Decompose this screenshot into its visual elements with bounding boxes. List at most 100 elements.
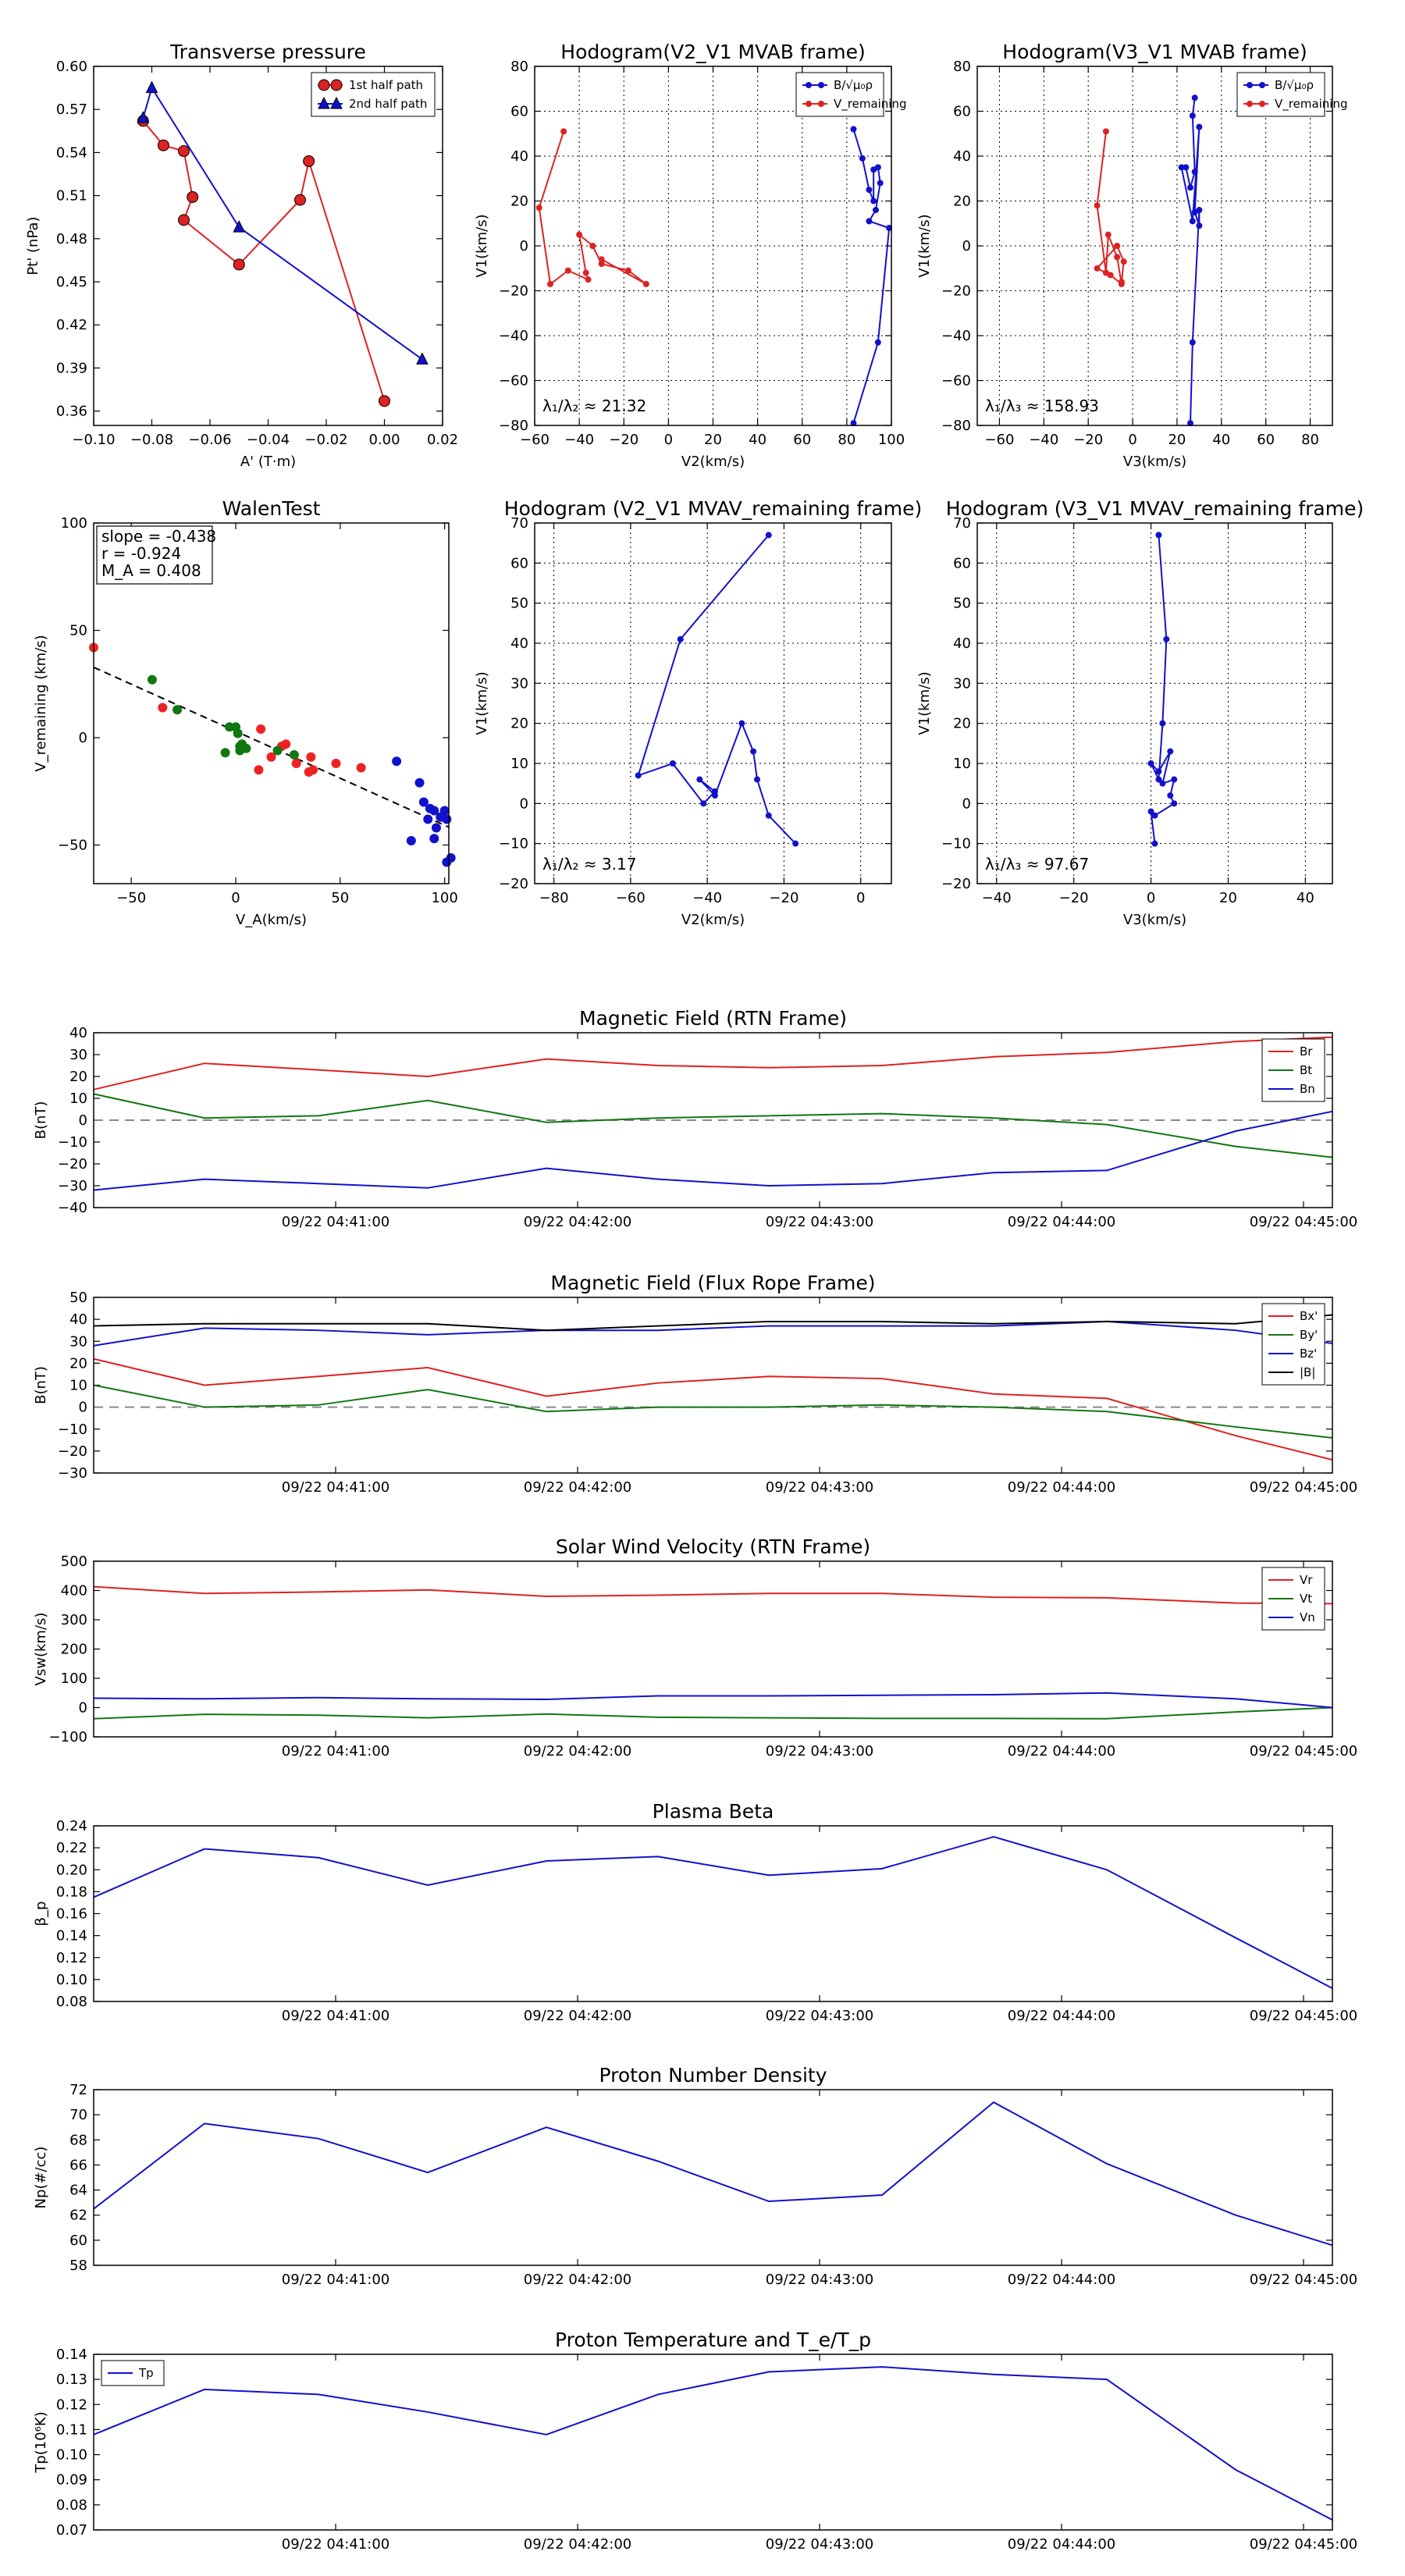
chart-title: Hodogram (V2_V1 MVAV_remaining frame) <box>504 497 923 520</box>
data-point <box>406 836 416 845</box>
y-tick-label: 50 <box>510 596 528 612</box>
y-tick-label: −20 <box>499 876 528 892</box>
data-point <box>1196 207 1203 213</box>
plot-frame <box>93 1032 1333 1208</box>
y-tick-label: 0.54 <box>56 144 87 161</box>
y-tick-label: 30 <box>953 675 971 692</box>
y-tick-label: 80 <box>510 59 528 75</box>
y-tick-label: 0 <box>79 1112 87 1129</box>
x-tick-label: 09/22 04:42:00 <box>524 2536 631 2553</box>
grid-lines <box>535 522 891 884</box>
y-tick-label: 60 <box>510 104 528 120</box>
y-tick-label: 40 <box>510 635 528 652</box>
data-point <box>1259 101 1265 107</box>
y-tick-label: 40 <box>69 1025 87 1041</box>
legend-label: Bz' <box>1300 1347 1317 1361</box>
data-point <box>1114 243 1121 249</box>
y-axis-label: V1(km/s) <box>474 214 490 277</box>
y-tick-label: 60 <box>510 555 528 571</box>
y-tick-label: 500 <box>61 1553 87 1570</box>
data-point <box>308 765 318 775</box>
data-point <box>233 219 246 233</box>
chart-ts3: Solar Wind Velocity (RTN Frame) 09/22 04:… <box>33 1535 1357 1759</box>
y-tick-label: 20 <box>953 194 971 210</box>
x-tick-label: −40 <box>692 890 722 906</box>
y-tick-label: 60 <box>69 2233 87 2249</box>
y-tick-label: 0.20 <box>56 1862 87 1878</box>
chart-ts1: Magnetic Field (RTN Frame) 09/22 04:41:00… <box>33 1007 1357 1230</box>
y-tick-label: −80 <box>499 418 528 434</box>
legend-label: Vt <box>1300 1592 1312 1606</box>
data-point <box>535 205 542 212</box>
y-tick-label: −10 <box>58 1134 87 1151</box>
y-tick-label: 50 <box>953 596 971 612</box>
x-axis-label: V2(km/s) <box>681 912 745 928</box>
legend-label: |B| <box>1300 1365 1315 1379</box>
series-line <box>93 1036 1333 1091</box>
data-point <box>564 267 571 274</box>
x-tick-label: −20 <box>769 890 799 906</box>
series-line <box>93 1692 1333 1709</box>
y-tick-label: 0.24 <box>56 1818 87 1834</box>
x-tick-label: −20 <box>609 432 638 448</box>
data-point <box>318 79 330 91</box>
chart-title: Hodogram(V3_V1 MVAB frame) <box>1002 41 1307 63</box>
legend-label: B/√μ₀ρ <box>1275 78 1314 92</box>
series-line <box>93 2101 1333 2247</box>
data-point <box>1163 635 1170 642</box>
legend-label: By' <box>1300 1328 1318 1342</box>
legend: Vr Vt Vn <box>1261 1567 1325 1631</box>
y-tick-label: 0.08 <box>56 2497 87 2514</box>
y-tick-label: −30 <box>58 1178 87 1194</box>
data-point <box>177 145 190 158</box>
series-v-remaining <box>1094 128 1127 287</box>
x-tick-label: 09/22 04:41:00 <box>282 1743 389 1759</box>
x-tick-label: −0.02 <box>304 432 347 448</box>
data-point <box>1147 760 1154 767</box>
y-axis-label: Pt' (nPa) <box>25 216 41 275</box>
data-point <box>850 126 857 133</box>
x-tick-label: −40 <box>982 890 1012 906</box>
y-tick-label: 0.48 <box>56 231 87 247</box>
x-tick-label: 50 <box>331 890 349 906</box>
y-tick-label: 0 <box>520 795 528 812</box>
chart-ts4: Plasma Beta 09/22 04:41:00 09/22 04:42:00 0… <box>33 1800 1357 2024</box>
x-tick-label: −0.06 <box>188 432 231 448</box>
series-line <box>142 86 423 361</box>
y-tick-label: −50 <box>58 838 87 854</box>
y-tick-label: −40 <box>58 1200 87 1216</box>
data-point <box>429 834 439 844</box>
stats-line: r = -0.924 <box>101 544 181 563</box>
y-tick-label: 20 <box>510 194 528 210</box>
series-line <box>93 1320 1333 1347</box>
y-tick-label: 20 <box>510 716 528 732</box>
legend-box <box>795 72 884 117</box>
x-tick-label: 0.00 <box>368 432 400 448</box>
data-point <box>677 635 684 642</box>
plot-frame <box>976 522 1333 884</box>
y-tick-label: 0.10 <box>56 1972 87 1988</box>
chart-ts2: Magnetic Field (Flux Rope Frame) 09/22 04… <box>33 1272 1357 1496</box>
data-point <box>233 728 243 738</box>
data-point <box>173 705 183 715</box>
chart-title: Solar Wind Velocity (RTN Frame) <box>556 1535 870 1558</box>
x-tick-label: 09/22 04:45:00 <box>1250 1479 1357 1496</box>
data-point <box>1118 279 1125 285</box>
chart-ts6: Proton Temperature and T_e/T_p 09/22 04:4… <box>33 2329 1357 2553</box>
y-tick-label: 50 <box>69 1290 87 1306</box>
x-tick-label: 09/22 04:43:00 <box>766 2272 873 2288</box>
grid-lines <box>977 522 1332 884</box>
chart-ts5: Proton Number Density 09/22 04:41:00 09/22… <box>33 2064 1357 2288</box>
y-tick-label: 0.09 <box>56 2472 87 2489</box>
chart-title: WalenTest <box>222 497 321 520</box>
plot-frame <box>93 1825 1333 2002</box>
data-point <box>1104 231 1112 238</box>
y-tick-label: 20 <box>69 1355 87 1372</box>
legend-label: Bt <box>1300 1063 1312 1077</box>
y-axis-label: B(nT) <box>33 1366 49 1404</box>
data-point <box>696 776 703 783</box>
y-axis-label: V1(km/s) <box>474 671 490 735</box>
legend-box <box>1236 72 1325 117</box>
series-line <box>93 1585 1333 1605</box>
y-axis-label: Vsw(km/s) <box>33 1613 49 1686</box>
